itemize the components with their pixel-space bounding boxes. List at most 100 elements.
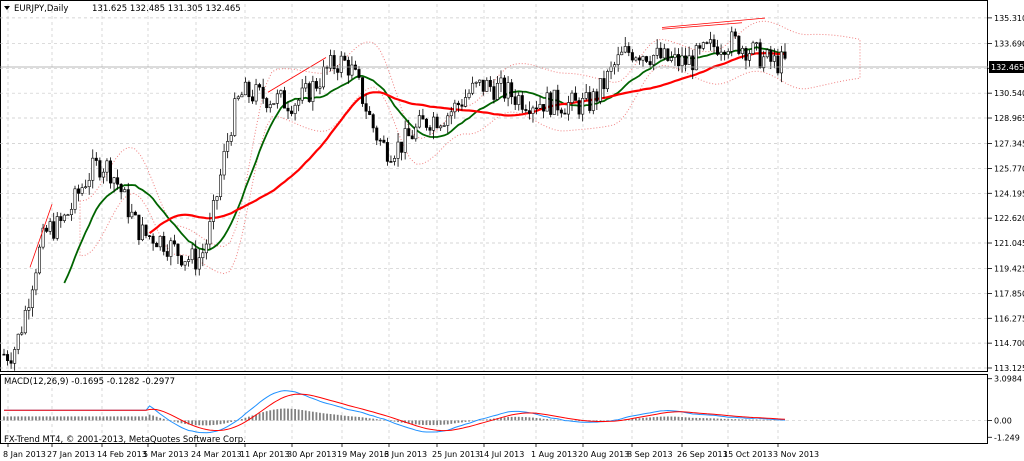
candle-body [261, 86, 265, 99]
macd-bar [414, 420, 417, 425]
candle-body [634, 57, 638, 61]
candle-body [744, 48, 748, 61]
candle-body [417, 115, 421, 128]
macd-bar [730, 419, 733, 421]
candle-body [375, 127, 379, 141]
symbol-label: EURJPY,Daily [14, 4, 68, 14]
candle-body [155, 242, 159, 248]
candle-body [119, 183, 123, 193]
macd-bar [592, 420, 595, 422]
macd-bar [453, 420, 456, 424]
cloud-band [79, 20, 861, 275]
candle-body [513, 96, 517, 105]
macd-y-tick-label: -1.249 [994, 433, 1020, 442]
macd-bar [27, 416, 30, 421]
candle-body [463, 97, 467, 107]
candle-body [641, 56, 645, 61]
trendline [29, 204, 53, 268]
macd-bar [138, 416, 140, 421]
candle-body [403, 128, 407, 153]
candle-body [158, 235, 162, 248]
moving-averages [63, 46, 786, 284]
candle-body [37, 246, 41, 274]
ichimoku-cloud [79, 20, 861, 275]
candle-body [694, 45, 698, 71]
x-tick-label: 20 Aug 2013 [578, 450, 629, 459]
macd-bar [482, 419, 485, 421]
macd-bar [546, 419, 549, 421]
candle-body [758, 42, 762, 69]
candle-body [101, 171, 105, 178]
candle-body [140, 224, 144, 241]
macd-bar [155, 416, 158, 421]
macd-bar [106, 416, 108, 421]
macd-bar [663, 416, 666, 421]
candle-body [364, 103, 368, 112]
candle-body [698, 45, 702, 49]
candle-body [581, 98, 585, 115]
candle-body [165, 251, 169, 257]
macd-bar [748, 419, 751, 421]
candle-body [169, 240, 173, 257]
macd-bar [524, 417, 527, 421]
candle-body [73, 188, 77, 210]
candle-body [187, 259, 191, 262]
candle-body [176, 243, 180, 257]
macd-bar [148, 414, 151, 421]
candle-body [456, 102, 460, 106]
macd-bar [209, 420, 211, 426]
macd-histogram [3, 408, 786, 426]
macd-bar [88, 416, 91, 421]
candle-body [254, 84, 258, 102]
trendlines [29, 17, 766, 268]
macd-bar [91, 416, 94, 421]
chart-menu-triangle-icon[interactable] [4, 6, 10, 10]
candle-body [762, 56, 766, 69]
macd-bar [265, 411, 268, 421]
macd-bar [752, 419, 754, 421]
x-tick-label: 8 Sep 2013 [627, 450, 673, 459]
candle-body [574, 92, 578, 101]
macd-bar [276, 409, 279, 421]
macd-bar [102, 416, 105, 421]
macd-bar [251, 415, 254, 421]
macd-bar [379, 419, 382, 421]
candle-body [577, 100, 581, 115]
candle-body [691, 55, 695, 71]
candle-body [307, 83, 311, 102]
candle-body [314, 81, 318, 89]
candle-body [343, 55, 347, 61]
macd-bar [762, 419, 765, 421]
macd-bar [681, 417, 683, 421]
candle-body [204, 243, 208, 254]
macd-bar [361, 417, 364, 421]
candle-body [172, 240, 176, 245]
macd-bar [766, 419, 769, 421]
candle-body [336, 68, 340, 73]
x-tick-label: 6 Jun 2013 [384, 450, 427, 459]
macd-lines [4, 390, 786, 434]
ohlc-label: 131.625 132.485 131.305 132.465 [92, 4, 241, 14]
y-tick-label: 116.275 [994, 314, 1024, 323]
macd-bar [755, 419, 758, 421]
candle-body [410, 135, 414, 140]
macd-bar [745, 419, 747, 421]
x-tick-label: 5 Mar 2013 [143, 450, 189, 459]
macd-bar [737, 419, 740, 421]
candle-body [613, 64, 617, 68]
macd-bar [741, 419, 744, 421]
macd-bar [351, 416, 353, 421]
macd-bar [652, 417, 655, 421]
candle-body [144, 224, 148, 236]
candle-body [190, 248, 194, 260]
candle-body [385, 142, 389, 162]
y-tick-label: 130.540 [994, 89, 1024, 98]
macd-bar [326, 413, 328, 421]
macd-bar [52, 416, 55, 421]
macd-bar [691, 417, 694, 421]
macd-bar [354, 416, 357, 421]
candle-body [357, 69, 361, 78]
macd-bar [262, 412, 265, 421]
candle-body [595, 91, 599, 102]
